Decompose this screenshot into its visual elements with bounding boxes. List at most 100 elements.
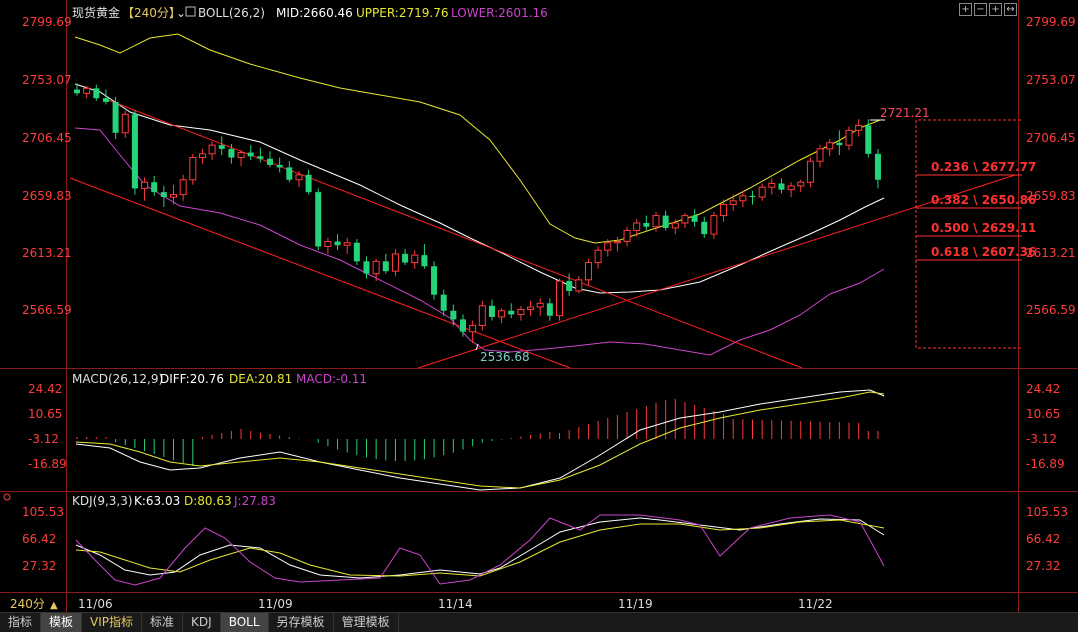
candle-body-down [778, 183, 785, 190]
candle [710, 211, 718, 240]
candle-body-up [594, 249, 602, 264]
candle [681, 213, 689, 228]
candle-body-up [198, 153, 206, 159]
candle [343, 237, 351, 254]
candle-body-down [421, 255, 428, 267]
candle-body-down [402, 253, 409, 263]
candle-body-up [613, 241, 621, 244]
low-marker [475, 343, 479, 351]
candle-body-down [450, 310, 457, 320]
candle-body-up [189, 157, 197, 181]
price-tick-label-right: 2753.07 [1026, 73, 1076, 87]
candle-body-up [739, 195, 747, 202]
candle-body-down [508, 310, 515, 315]
price-tick-label-right: 2706.45 [1026, 131, 1076, 145]
tab-template[interactable]: 模板 [41, 613, 83, 632]
kdj-tick-label-right: 105.53 [1026, 505, 1068, 519]
candle-body-down [643, 223, 650, 227]
price-tick-label: 2753.07 [22, 73, 72, 87]
candle-body-up [343, 242, 351, 246]
kdj-j-line [75, 514, 885, 586]
candle [450, 304, 457, 326]
candle [623, 226, 631, 247]
crosshair-icon[interactable]: + [959, 3, 972, 16]
candle [874, 148, 881, 189]
low-price-label: 2536.68 [480, 350, 530, 364]
candle-body-down [334, 241, 341, 246]
candle-body-up [575, 279, 583, 292]
candle [855, 119, 863, 137]
candle-body-down [93, 88, 100, 99]
candle [353, 239, 360, 266]
candle [382, 253, 389, 274]
candle-body-down [257, 156, 264, 159]
price-tick-label: 2706.45 [22, 131, 72, 145]
candle [865, 119, 872, 158]
candle [141, 177, 149, 201]
macd-tick-label: 10.65 [28, 407, 62, 421]
zoom-out-icon[interactable]: − [974, 3, 987, 16]
candle-body-down [488, 305, 495, 317]
boll-upper: UPPER:2719.76 [356, 6, 448, 20]
indicator-settings-icon[interactable] [185, 6, 196, 17]
candle [257, 147, 264, 163]
candle [372, 258, 380, 282]
tab-indicator[interactable]: 指标 [0, 613, 42, 632]
candle-body-up [179, 179, 187, 196]
tab-kdj[interactable]: KDJ [183, 613, 221, 632]
boll-lower: LOWER:2601.16 [451, 6, 548, 20]
candle [584, 258, 592, 285]
candle-body-up [527, 306, 535, 310]
macd-tick-label-right: -16.89 [1026, 457, 1065, 471]
candle [508, 303, 515, 319]
candle [334, 234, 341, 251]
candle-body-down [315, 192, 322, 247]
tab-boll[interactable]: BOLL [220, 613, 269, 632]
candle-body-up [806, 160, 814, 183]
x-tick-label: 11/19 [618, 597, 653, 611]
candle [546, 298, 553, 321]
tab-standard[interactable]: 标准 [142, 613, 184, 632]
period-indicator[interactable]: 240分 [10, 597, 45, 611]
scroll-icon[interactable]: ↔ [1004, 3, 1017, 16]
candle [131, 110, 138, 195]
candle [643, 215, 650, 231]
template-tab-bar: 指标 模板 VIP指标 标准 KDJ BOLL 另存模板 管理模板 [0, 612, 1078, 632]
tab-save-template[interactable]: 另存模板 [269, 613, 334, 632]
kdj-label: KDJ(9,3,3) [72, 494, 133, 508]
candle [816, 145, 824, 168]
candle [536, 298, 544, 316]
candle-body-down [247, 152, 254, 157]
candle-body-up [372, 260, 380, 275]
zoom-in-icon[interactable]: + [989, 3, 1002, 16]
tab-vip-indicator[interactable]: VIP指标 [82, 613, 143, 632]
kdj-k: K:63.03 [134, 494, 180, 508]
macd-tick-label: 24.42 [28, 382, 62, 396]
candle [662, 210, 669, 231]
boll-bands [74, 33, 885, 356]
macd-header: MACD(26,12,9) DIFF:20.76 DEA:20.81 MACD:… [72, 372, 367, 386]
candle [363, 256, 370, 279]
candle-body-up [816, 148, 824, 162]
macd-value: MACD:-0.11 [296, 372, 367, 386]
candle [198, 148, 206, 164]
kdj-tick-label: 66.42 [22, 532, 56, 546]
candle [701, 216, 708, 238]
candle [604, 239, 612, 257]
kdj-marker-icon[interactable] [3, 493, 11, 501]
candle [421, 244, 428, 269]
price-tick-label-right: 2799.69 [1026, 15, 1076, 29]
period-box[interactable] [0, 594, 66, 611]
macd-dea: DEA:20.81 [229, 372, 292, 386]
kdj-tick-label: 105.53 [22, 505, 64, 519]
period-up-arrow-icon[interactable]: ▲ [50, 600, 58, 611]
candle [478, 300, 486, 331]
dropdown-chevron-icon[interactable]: ⌄ [176, 6, 186, 20]
macd-dea-line [75, 391, 885, 489]
candle-body-up [237, 152, 245, 159]
trend-line [417, 174, 1016, 369]
tab-manage-template[interactable]: 管理模板 [334, 613, 399, 632]
candle [739, 190, 747, 207]
candle [208, 141, 216, 160]
